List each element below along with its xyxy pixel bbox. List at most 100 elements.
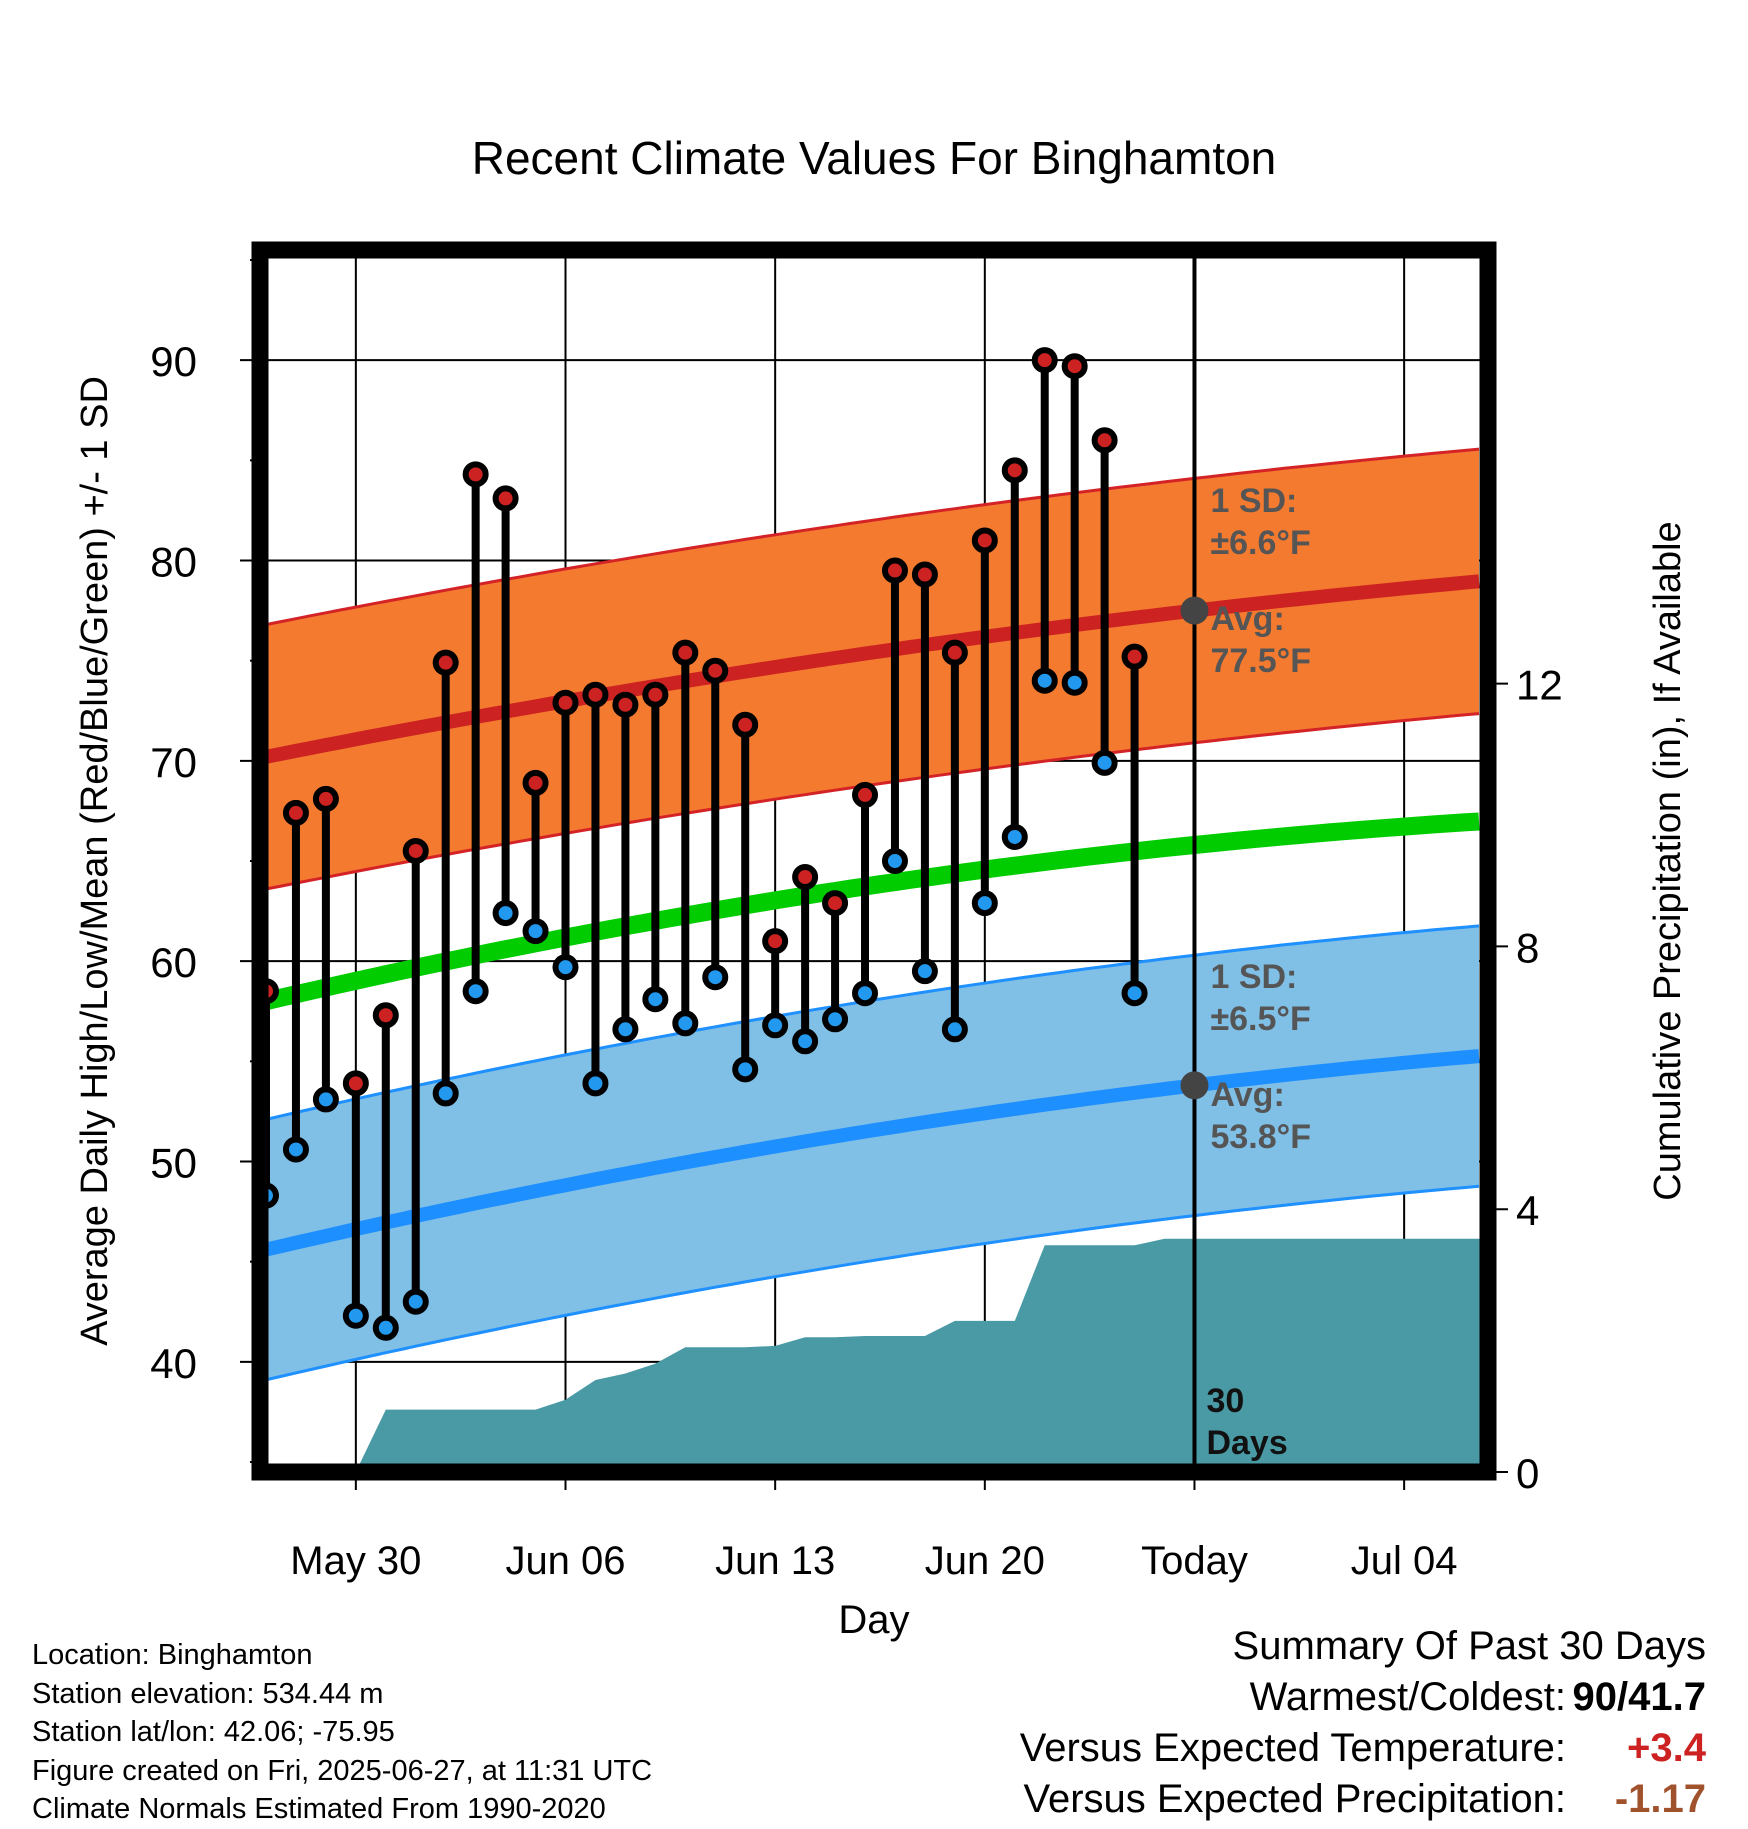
low-point	[911, 958, 938, 985]
station-info: Location: Binghamton Station elevation: …	[32, 1636, 652, 1829]
high-point	[1091, 427, 1118, 454]
low-point	[282, 1136, 309, 1163]
today-low-avg-marker	[1180, 1071, 1209, 1100]
high-point	[702, 657, 729, 684]
normals-text: Climate Normals Estimated From 1990-2020	[32, 1793, 606, 1825]
low-point	[732, 1056, 759, 1083]
warmest-value: 90	[1572, 1675, 1618, 1719]
low-point	[792, 1028, 819, 1055]
low-point	[642, 986, 669, 1013]
low-point	[402, 1288, 429, 1315]
low-point	[522, 918, 549, 945]
y-tick-label: 40	[150, 1340, 197, 1387]
low-point	[822, 1006, 849, 1033]
temp-label: Versus Expected Temperature:	[1019, 1726, 1566, 1770]
x-tick-label: Jul 04	[1351, 1539, 1458, 1583]
low-sd-annotation: 1 SD: ±6.5°F	[1210, 958, 1310, 1038]
y2-tick-label: 8	[1516, 924, 1539, 971]
low-point	[881, 848, 908, 874]
high-point	[881, 557, 908, 584]
low-point	[1001, 823, 1028, 850]
high-point	[941, 639, 968, 666]
high-point	[552, 689, 579, 716]
precip-value: -1.17	[1614, 1777, 1706, 1821]
low-point	[1091, 749, 1118, 776]
high-point	[612, 691, 639, 718]
y-tick-label: 60	[150, 939, 197, 986]
high-point	[911, 561, 938, 588]
high-avg-annotation: Avg: 77.5°F	[1210, 600, 1311, 680]
x-tick-label: May 30	[290, 1539, 421, 1583]
low-point	[762, 1012, 789, 1039]
created-text: Figure created on Fri, 2025-06-27, at 11…	[32, 1754, 653, 1787]
coldest-value: /41.7	[1617, 1675, 1706, 1719]
y2-tick-label: 0	[1516, 1450, 1539, 1497]
low-sd-band	[266, 925, 1479, 1380]
high-point	[312, 785, 339, 812]
high-point	[492, 485, 519, 512]
summary-warm-cold: Warmest/Coldest: 90/41.7	[1020, 1675, 1706, 1726]
summary-temp: Versus Expected Temperature: +3.4	[1020, 1726, 1706, 1777]
high-point	[582, 681, 609, 708]
high-point	[522, 769, 549, 796]
high-point	[372, 1002, 399, 1029]
plot-overlay: 1 SD: ±6.6°F Avg: 77.5°F 1 SD: ±6.5°F Avg: 53.8…	[252, 250, 1311, 1472]
low-point	[852, 980, 879, 1007]
high-point	[642, 681, 669, 708]
low-point	[971, 890, 998, 917]
low-point	[462, 978, 489, 1005]
elevation-text: Station elevation: 534.44 m	[32, 1677, 384, 1710]
latlon-text: Station lat/lon: 42.06; -75.95	[32, 1716, 395, 1748]
summary-title: Summary Of Past 30 Days	[1020, 1624, 1706, 1675]
low-point	[492, 900, 519, 927]
today-high-avg-marker	[1180, 596, 1209, 625]
low-point	[372, 1314, 399, 1341]
high-point	[1061, 353, 1088, 380]
y-axis-label: Average Daily High/Low/Mean (Red/Blue/Gr…	[74, 376, 116, 1346]
high-point	[1001, 457, 1028, 484]
high-point	[852, 781, 879, 808]
summary-panel: Summary Of Past 30 Days Warmest/Coldest:…	[1020, 1624, 1706, 1828]
temp-value: +3.4	[1627, 1726, 1706, 1770]
y2-tick-label: 4	[1516, 1187, 1539, 1234]
y-tick-label: 80	[150, 539, 197, 586]
low-point	[1121, 980, 1148, 1007]
x-tick-label: Jun 20	[925, 1539, 1045, 1583]
high-point	[342, 1070, 369, 1097]
axes: 40 50 60 70 80 90 0 4 8 12 May 30 Jun 06 Jun 13 Jun 2…	[150, 259, 1563, 1583]
low-point	[342, 1302, 369, 1329]
x-tick-label: Jun 13	[715, 1539, 835, 1583]
low-point	[1031, 667, 1058, 694]
warm-cold-label: Warmest/Coldest:	[1249, 1675, 1566, 1719]
low-point	[312, 1086, 339, 1113]
high-point	[432, 649, 459, 676]
high-point	[971, 527, 998, 554]
precip-label: Versus Expected Precipitation:	[1023, 1777, 1566, 1821]
precip-area	[325, 1238, 1488, 1472]
high-point	[732, 711, 759, 738]
low-point	[702, 964, 729, 991]
low-point	[582, 1070, 609, 1097]
low-avg-annotation: Avg: 53.8°F	[1210, 1076, 1311, 1156]
high-point	[1121, 643, 1148, 670]
high-point	[672, 639, 699, 666]
y2-tick-label: 12	[1516, 662, 1563, 709]
normal-high-line	[264, 574, 1480, 764]
y-tick-label: 50	[150, 1139, 197, 1186]
low-point	[672, 1010, 699, 1037]
high-point	[1031, 347, 1058, 374]
high-point	[762, 928, 789, 955]
low-point	[941, 1016, 968, 1043]
normal-mean-line	[263, 812, 1480, 1010]
high-sd-upper-edge	[265, 447, 1480, 627]
low-point	[552, 954, 579, 981]
chart-title: Recent Climate Values For Binghamton	[472, 132, 1277, 184]
y-tick-label: 70	[150, 739, 197, 786]
low-point	[432, 1080, 459, 1107]
days-annotation: 30 Days	[1206, 1382, 1287, 1462]
x-axis-label: Day	[838, 1598, 909, 1642]
high-point	[462, 461, 489, 488]
x-tick-label: Jun 06	[505, 1539, 625, 1583]
low-point	[1061, 669, 1088, 696]
